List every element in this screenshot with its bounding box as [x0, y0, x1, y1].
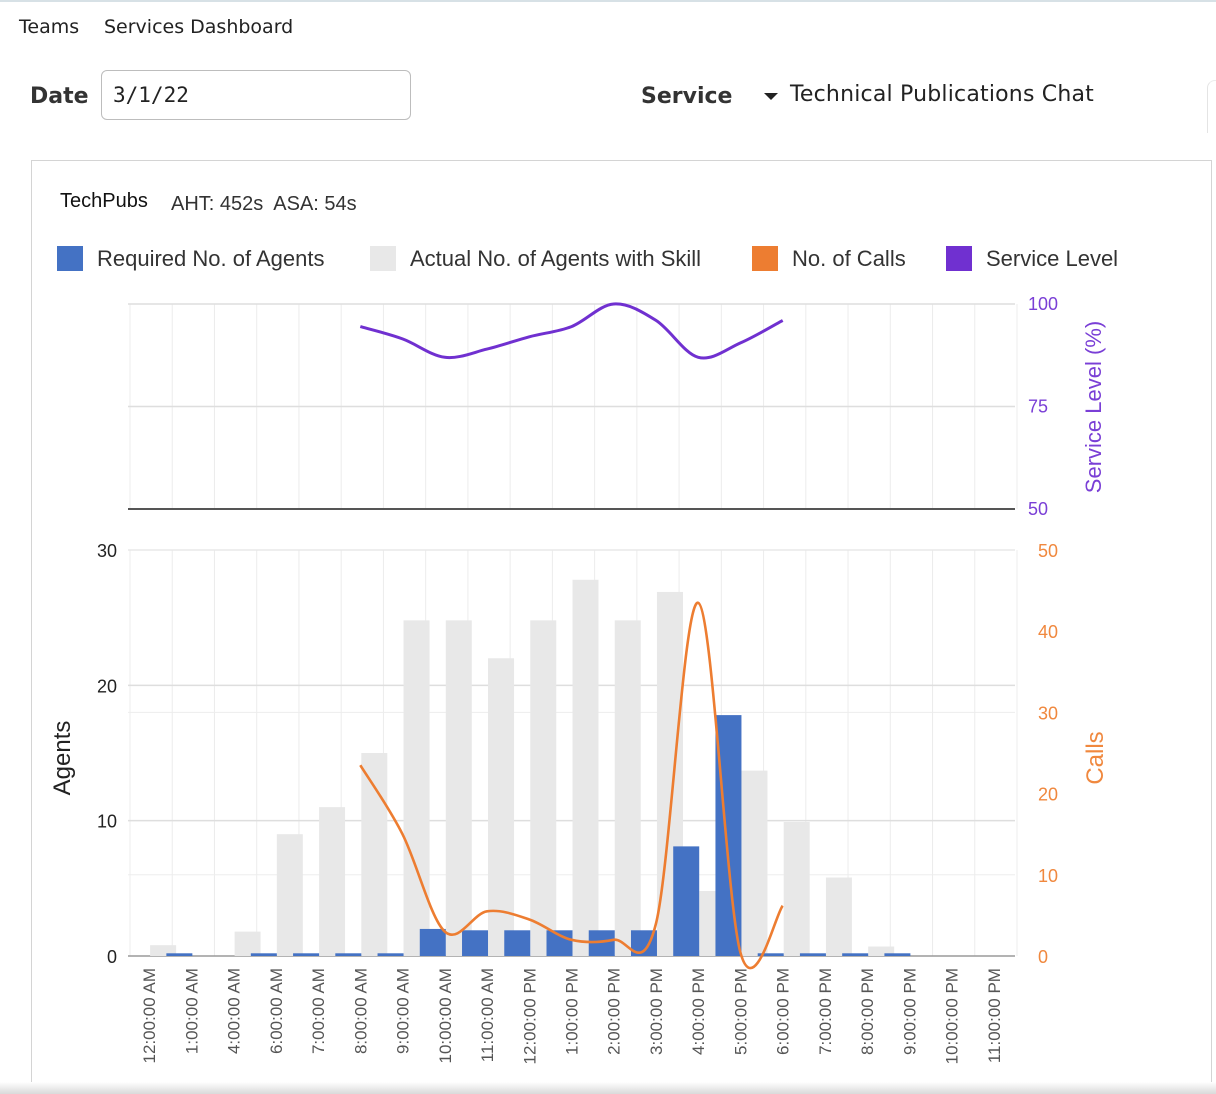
actual-agents-bar[interactable]	[488, 658, 515, 956]
top-border	[0, 0, 1216, 2]
actual-agents-bar[interactable]	[445, 620, 472, 956]
required-agents-bar[interactable]	[673, 846, 700, 956]
required-agents-bar[interactable]	[799, 953, 826, 956]
actual-agents-bar[interactable]	[783, 822, 810, 956]
x-tick-label: 1:00:00 AM	[182, 968, 201, 1054]
sl-tick-75: 75	[1028, 397, 1048, 417]
chart-legend: Required No. of Agents Actual No. of Agen…	[57, 246, 1118, 271]
sl-tick-100: 100	[1028, 294, 1058, 314]
x-tick-label: 4:00:00 AM	[225, 968, 244, 1054]
x-tick-label: 8:00:00 AM	[351, 968, 370, 1054]
required-agents-bar[interactable]	[377, 953, 404, 956]
x-tick-label: 6:00:00 AM	[267, 968, 286, 1054]
required-agents-bar[interactable]	[842, 953, 869, 956]
x-tick-label: 10:00:00 AM	[436, 968, 455, 1063]
x-axis-tick-labels: 12:00:00 AM 1:00:00 AM 4:00:00 AM 6:00:00 A…	[140, 968, 1004, 1064]
service-selected-value: Technical Publications Chat	[790, 82, 1095, 107]
nav-services-dashboard-link[interactable]: Services Dashboard	[104, 16, 294, 38]
calls-tick-40: 40	[1038, 622, 1058, 642]
service-level-gridlines	[128, 303, 1018, 510]
x-tick-label: 12:00:00 PM	[520, 968, 539, 1064]
legend-label-2[interactable]: Actual No. of Agents with Skill	[410, 246, 701, 271]
x-tick-label: 9:00:00 PM	[900, 968, 919, 1055]
agents-tick-0: 0	[107, 947, 117, 967]
legend-label-4[interactable]: Service Level	[986, 246, 1118, 271]
date-input[interactable]	[101, 70, 411, 120]
legend-swatch-1	[57, 246, 83, 271]
x-tick-label: 8:00:00 PM	[858, 968, 877, 1055]
required-agents-bar[interactable]	[166, 953, 193, 956]
legend-swatch-4	[946, 246, 972, 271]
x-tick-label: 11:00:00 PM	[985, 968, 1004, 1063]
caret-down-icon	[764, 93, 778, 100]
x-tick-label: 2:00:00 PM	[605, 968, 624, 1055]
actual-agents-bar[interactable]	[276, 834, 303, 956]
x-tick-label: 7:00:00 AM	[309, 968, 328, 1054]
side-panel-edge	[1207, 80, 1216, 133]
actual-agents-bars	[150, 579, 895, 956]
calls-tick-20: 20	[1038, 785, 1058, 805]
required-agents-bar[interactable]	[293, 953, 320, 956]
date-label: Date	[30, 84, 89, 109]
required-agents-bars	[166, 715, 911, 956]
agents-tick-10: 10	[97, 812, 117, 832]
legend-label-3[interactable]: No. of Calls	[792, 246, 906, 271]
agents-tick-20: 20	[97, 676, 117, 696]
actual-agents-bar[interactable]	[319, 807, 346, 956]
calls-axis-title: Calls	[1082, 731, 1109, 784]
required-agents-bar[interactable]	[419, 928, 446, 956]
x-tick-label: 6:00:00 PM	[774, 968, 793, 1055]
actual-agents-bar[interactable]	[361, 753, 388, 956]
required-agents-bar[interactable]	[250, 953, 277, 956]
actual-agents-bar[interactable]	[614, 620, 641, 956]
agents-tick-30: 30	[97, 541, 117, 561]
actual-agents-bar[interactable]	[741, 770, 768, 956]
x-tick-label: 1:00:00 PM	[563, 968, 582, 1055]
calls-tick-0: 0	[1038, 947, 1048, 967]
x-tick-label: 3:00:00 PM	[647, 968, 666, 1055]
required-agents-bar[interactable]	[884, 953, 911, 956]
actual-agents-bar[interactable]	[572, 579, 599, 956]
x-tick-label: 10:00:00 PM	[943, 968, 962, 1064]
chart-metrics: AHT: 452s ASA: 54s	[171, 193, 357, 215]
calls-tick-10: 10	[1038, 866, 1058, 886]
actual-agents-bar[interactable]	[868, 946, 895, 956]
service-label: Service	[641, 84, 733, 109]
x-tick-label: 4:00:00 PM	[689, 968, 708, 1055]
calls-tick-50: 50	[1038, 541, 1058, 561]
service-level-line	[359, 302, 784, 360]
required-agents-bar[interactable]	[462, 930, 489, 956]
service-level-axis-ticks: 50 75 100	[1028, 294, 1058, 519]
actual-agents-bar[interactable]	[825, 877, 852, 956]
legend-swatch-2	[370, 246, 396, 271]
nav-teams-link[interactable]: Teams	[19, 16, 80, 38]
sl-tick-50: 50	[1028, 499, 1048, 519]
required-agents-bar[interactable]	[504, 930, 531, 956]
actual-agents-bar[interactable]	[234, 931, 261, 956]
agents-axis-ticks: 0 10 20 30	[97, 541, 117, 967]
legend-label-1[interactable]: Required No. of Agents	[97, 246, 324, 271]
required-agents-bar[interactable]	[335, 953, 362, 956]
horizontal-scrollbar[interactable]	[0, 1082, 1216, 1094]
actual-agents-bar[interactable]	[403, 620, 430, 956]
service-level-axis-title: Service Level (%)	[1081, 321, 1106, 493]
actual-agents-bar[interactable]	[150, 945, 177, 956]
x-tick-label: 7:00:00 PM	[816, 968, 835, 1055]
x-tick-label: 9:00:00 AM	[394, 968, 413, 1054]
actual-agents-bar[interactable]	[530, 620, 557, 956]
calls-tick-30: 30	[1038, 703, 1058, 723]
x-tick-label: 12:00:00 AM	[140, 968, 159, 1063]
x-tick-label: 5:00:00 PM	[732, 968, 751, 1055]
agents-axis-title: Agents	[49, 721, 76, 796]
calls-line	[359, 601, 784, 970]
x-tick-label: 11:00:00 AM	[478, 968, 497, 1062]
chart-team-name: TechPubs	[60, 190, 148, 212]
legend-swatch-3	[752, 246, 778, 271]
required-agents-bar[interactable]	[757, 953, 784, 956]
calls-axis-ticks: 0 10 20 30 40 50	[1038, 541, 1058, 967]
